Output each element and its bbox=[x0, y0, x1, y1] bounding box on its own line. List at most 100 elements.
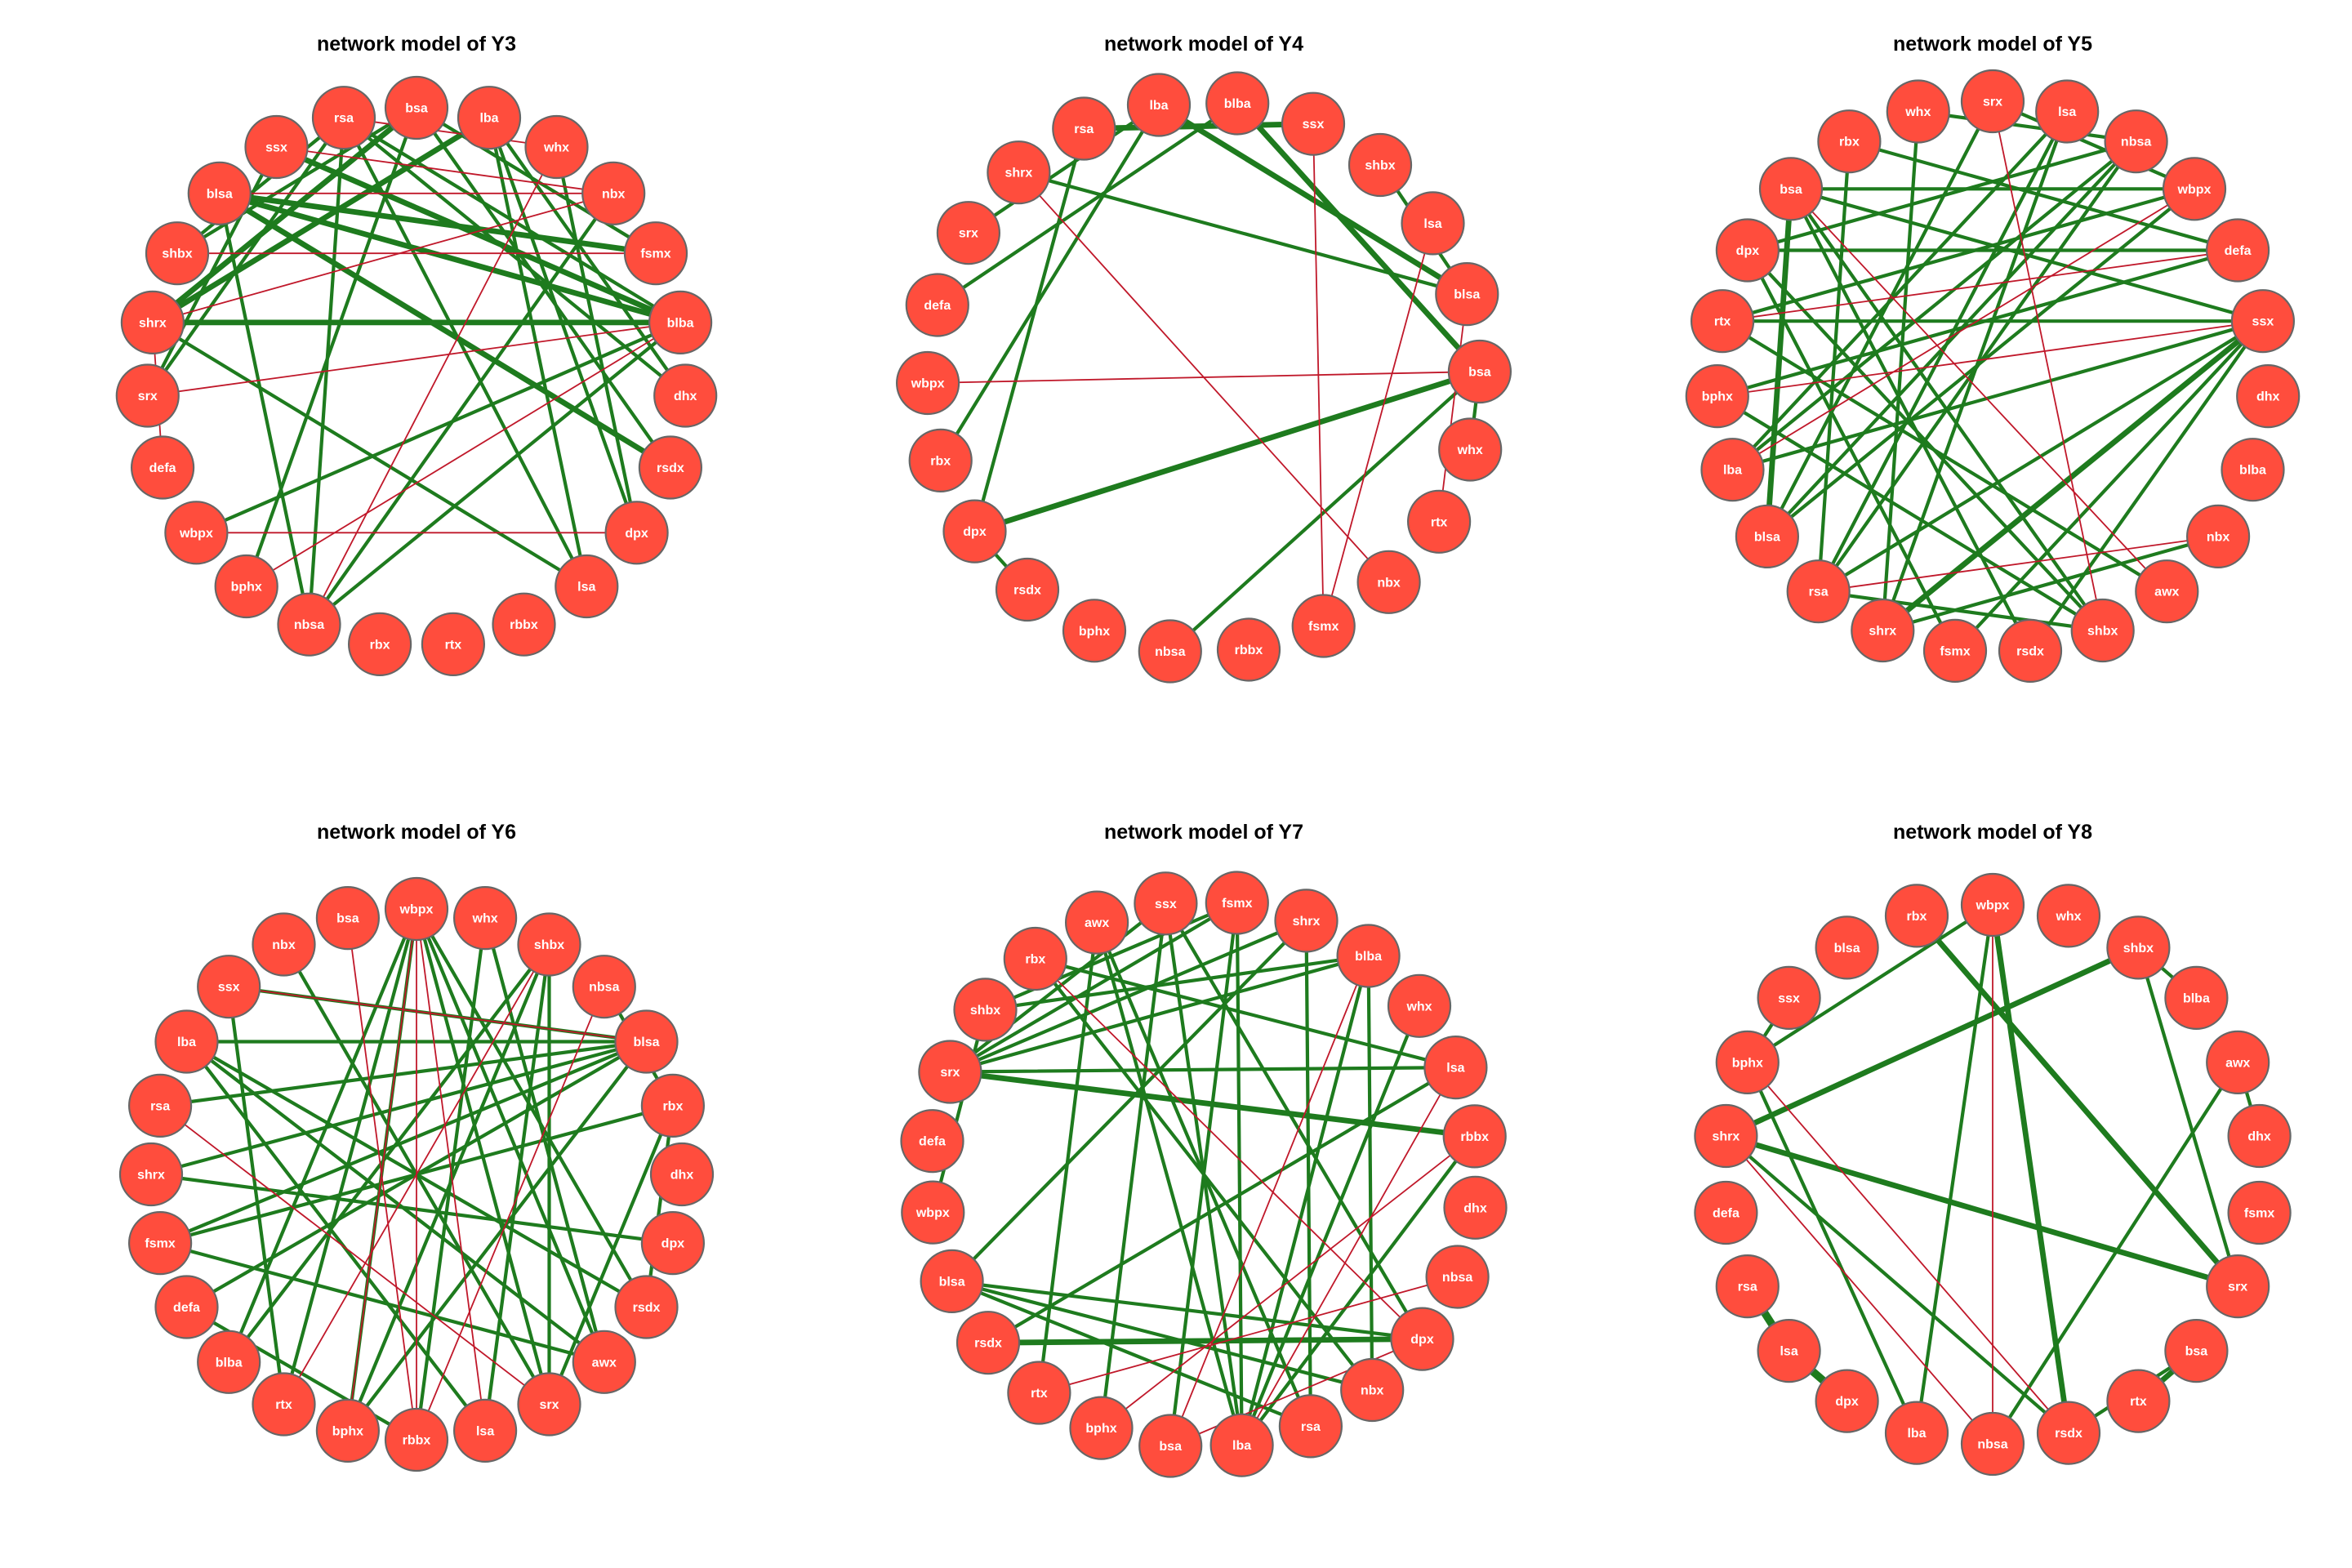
node-circle bbox=[118, 1142, 184, 1207]
node-label: srx bbox=[959, 227, 978, 241]
negative-edge-ssx-fsmx bbox=[1312, 122, 1325, 627]
node-label: blba bbox=[1224, 97, 1251, 111]
node-circle bbox=[1406, 489, 1472, 554]
node-circle bbox=[1694, 1180, 1758, 1245]
node-circle bbox=[572, 1330, 636, 1394]
node-circle bbox=[1694, 1103, 1758, 1169]
positive-edge-lba-ssx bbox=[1164, 902, 1244, 1447]
node-circle bbox=[1815, 915, 1879, 980]
node-circle bbox=[1960, 69, 2025, 134]
node-label: nbsa bbox=[1155, 645, 1185, 659]
node-blsa: blsa bbox=[920, 1249, 984, 1314]
node-label: awx bbox=[1085, 916, 1109, 930]
node-label: awx bbox=[2154, 586, 2179, 599]
node-dpx: dpx bbox=[1715, 218, 1780, 283]
node-srx: srx bbox=[1960, 69, 2025, 134]
node-label: srx bbox=[1983, 96, 2002, 109]
node-label: rtx bbox=[1031, 1387, 1048, 1401]
node-circle bbox=[128, 1073, 193, 1138]
positive-edge-rbx-srx bbox=[1913, 913, 2241, 1290]
node-label: nbx bbox=[272, 938, 296, 952]
node-bphx: bphx bbox=[1685, 364, 1749, 429]
node-label: shrx bbox=[1005, 167, 1033, 180]
node-circle bbox=[2227, 1180, 2292, 1245]
negative-edge-ssx-nbx bbox=[275, 146, 615, 194]
node-rtx: rtx bbox=[1690, 289, 1755, 354]
negative-edge-wbpx-bphx bbox=[346, 908, 417, 1432]
positive-edge-rsdx-dpx bbox=[985, 1336, 1425, 1346]
negative-edge-srx-blba bbox=[146, 321, 681, 397]
node-dhx: dhx bbox=[1443, 1175, 1508, 1240]
node-label: rsdx bbox=[1013, 584, 1041, 598]
node-circle bbox=[197, 955, 261, 1019]
panel-y5: network model of Y5 srx lsa nbsa wbpx defa ss… bbox=[1685, 33, 2301, 684]
node-layer: fsmx shrx blba whx lsa rbbx dhx nbsa dpx nbx rsa lb… bbox=[900, 871, 1508, 1478]
node-rsdx: rsdx bbox=[995, 557, 1060, 622]
node-label: wbpx bbox=[911, 377, 945, 391]
positive-edge-blba-lba bbox=[1240, 954, 1370, 1447]
positive-edge-lba-nbsa bbox=[1731, 140, 2138, 472]
positive-edge-srx-lba bbox=[966, 103, 1161, 235]
negative-edge-nbsa-rbbx bbox=[416, 986, 605, 1441]
node-label: bphx bbox=[1085, 1422, 1116, 1436]
node-lsa: lsa bbox=[2035, 79, 2100, 144]
node-label: rbbx bbox=[510, 618, 538, 632]
node-circle bbox=[1003, 926, 1067, 991]
node-circle bbox=[311, 86, 376, 150]
node-label: srx bbox=[2228, 1281, 2247, 1294]
edge-layer bbox=[145, 105, 688, 626]
node-bphx: bphx bbox=[1069, 1396, 1134, 1460]
node-lsa: lsa bbox=[1423, 1035, 1488, 1100]
node-label: dpx bbox=[625, 527, 648, 541]
node-label: dhx bbox=[2256, 390, 2280, 404]
node-layer: bsa lba whx nbx fsmx blba dhx rsdx dpx lsa rbbx rtx… bbox=[115, 75, 718, 677]
node-label: rsdx bbox=[974, 1337, 1002, 1351]
positive-edge-blsa-rsa bbox=[950, 1279, 1313, 1428]
node-label: ssx bbox=[218, 981, 240, 995]
node-label: blsa bbox=[939, 1275, 965, 1289]
node-label: rbbx bbox=[403, 1434, 431, 1448]
node-circle bbox=[2162, 157, 2227, 221]
node-label: nbx bbox=[2207, 530, 2230, 544]
node-circle bbox=[953, 978, 1018, 1042]
node-circle bbox=[252, 912, 316, 977]
node-circle bbox=[1062, 599, 1127, 663]
node-nbsa: nbsa bbox=[572, 955, 636, 1019]
node-label: shbx bbox=[2087, 625, 2118, 639]
positive-edge-rsa-shbx bbox=[1816, 590, 2105, 633]
node-lsa: lsa bbox=[1757, 1318, 1821, 1383]
node-circle bbox=[614, 1009, 679, 1074]
node-lba: lba bbox=[1209, 1413, 1274, 1477]
positive-edge-srx-blba bbox=[948, 954, 1370, 1074]
node-circle bbox=[653, 363, 718, 428]
edge-layer bbox=[1722, 902, 2261, 1446]
node-blba: blba bbox=[2221, 438, 2285, 502]
positive-edge-rtx-awx bbox=[1721, 319, 2169, 594]
node-defa: defa bbox=[131, 435, 195, 500]
node-shbx: shbx bbox=[145, 221, 210, 286]
positive-edge-dpx-rsa bbox=[973, 127, 1086, 533]
node-shrx: shrx bbox=[987, 140, 1051, 205]
node-shbx: shbx bbox=[1348, 132, 1413, 198]
node-label: srx bbox=[539, 1398, 559, 1412]
negative-edge-bphx-blba bbox=[245, 321, 681, 587]
node-awx: awx bbox=[2206, 1030, 2270, 1095]
positive-edge-shrx-rsdx bbox=[1724, 1134, 2071, 1435]
node-circle bbox=[1735, 504, 1799, 569]
node-nbx: nbx bbox=[1356, 550, 1421, 614]
node-label: lba bbox=[479, 112, 498, 126]
positive-edge-shbx-fsmx bbox=[983, 901, 1239, 1012]
node-circle bbox=[2106, 1369, 2171, 1433]
node-circle bbox=[1138, 619, 1202, 684]
node-wbpx: wbpx bbox=[1960, 872, 2025, 938]
node-circle bbox=[517, 1372, 581, 1437]
positive-edge-shrx-lba bbox=[149, 114, 492, 326]
node-circle bbox=[648, 290, 713, 354]
node-label: rsa bbox=[334, 112, 354, 126]
node-shrx: shrx bbox=[1694, 1103, 1758, 1169]
node-circle bbox=[555, 554, 619, 619]
node-ssx: ssx bbox=[197, 955, 261, 1019]
positive-edge-nbsa-blsa bbox=[217, 191, 311, 626]
node-label: shbx bbox=[162, 247, 192, 261]
